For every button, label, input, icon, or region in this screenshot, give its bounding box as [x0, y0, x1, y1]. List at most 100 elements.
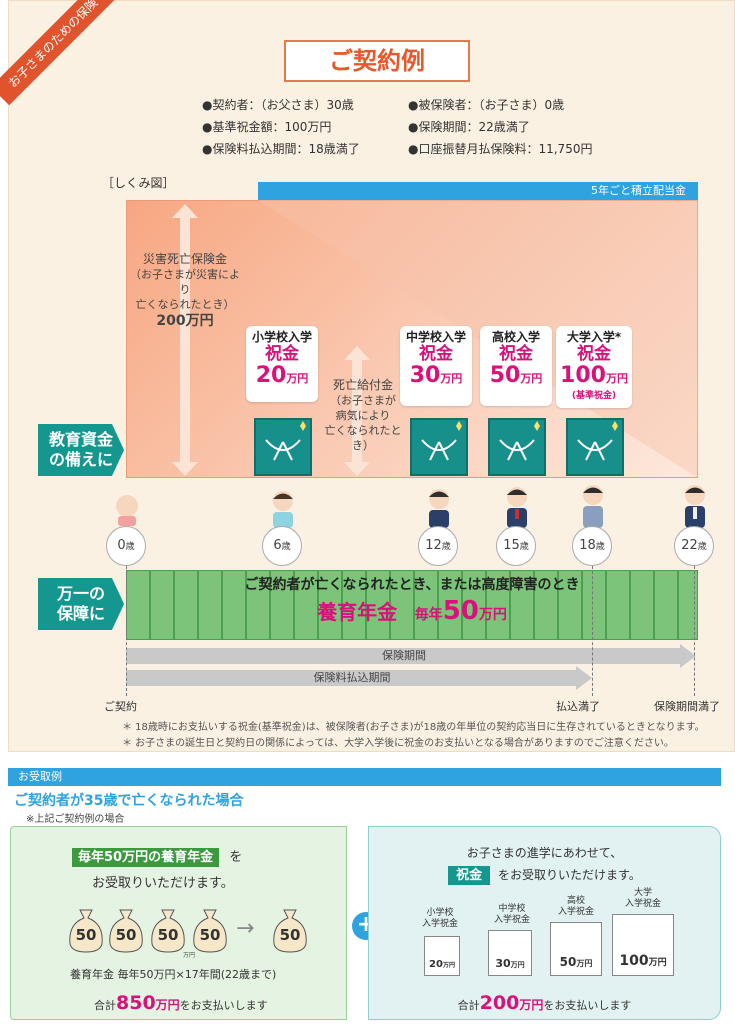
envelope-value: 100: [619, 953, 649, 969]
age-unit: 歳: [697, 542, 707, 552]
corner-ribbon-wrap: お子さまのための保険: [0, 0, 130, 130]
gift-box-icon: [410, 418, 468, 476]
side-label-line1: 万一の: [56, 584, 105, 603]
envelope-value: 50: [559, 955, 577, 969]
arrow-head-icon: [576, 666, 592, 690]
bag-unit: 万円: [182, 952, 195, 959]
gift-card-junior-high: 中学校入学 祝金 30万円: [400, 326, 472, 406]
envelope-icon: 50万円: [550, 922, 602, 976]
age-unit: 歳: [441, 542, 451, 552]
footnote-2: ＊ お子さまの誕生日と契約日の関係によっては、大学入学後に祝金のお支払いとなる場…: [122, 738, 674, 749]
age-value: 0: [117, 538, 126, 553]
envelope-caption-line1: 中学校: [498, 904, 526, 914]
age-marker: 0歳: [106, 526, 146, 566]
age-value: 15: [503, 538, 520, 553]
child-icon: [273, 491, 293, 528]
envelope-caption-line2: 入学祝金: [421, 919, 458, 929]
total-value: 850: [116, 992, 156, 1014]
pension-stripes: [126, 570, 698, 640]
total-unit: 万円: [519, 998, 544, 1012]
label-start: ご契約: [104, 700, 137, 713]
page-title: ご契約例: [284, 40, 470, 82]
gift-box-icon: [566, 418, 624, 476]
age-marker: 6歳: [262, 526, 302, 566]
envelope-unit: 万円: [648, 958, 667, 968]
gift-receive-text: をお受取りいただけます。: [498, 868, 641, 882]
bag-value: 50: [157, 926, 179, 944]
envelope-unit: 万円: [442, 962, 455, 969]
age-marker: 18歳: [572, 526, 612, 566]
total-suffix: をお支払いします: [543, 999, 632, 1012]
pension-value: 50: [442, 596, 479, 626]
pension-each: 毎年: [414, 607, 443, 623]
label-period-end: 保険期間満了: [654, 700, 720, 713]
death-benefit-note3: 亡くなられたとき）: [324, 424, 402, 452]
total-value: 200: [479, 992, 520, 1014]
gift-card-high-school: 高校入学 祝金 50万円: [480, 326, 552, 406]
gift-value: 30: [409, 363, 441, 388]
pension-intro: 毎年50万円の養育年金 を: [72, 846, 243, 867]
gift-card-elementary: 小学校入学 祝金 20万円: [246, 326, 318, 402]
condition-contractor: ●契約者：（お父さま）30歳: [202, 98, 354, 112]
age-unit: 歳: [519, 542, 529, 552]
envelope-caption: 高校 入学祝金: [548, 896, 604, 918]
bag-value: 50: [199, 926, 221, 944]
pension-particle: を: [229, 850, 243, 865]
age-value: 12: [425, 538, 442, 553]
example-subtitle: ※上記ご契約例の場合: [26, 814, 125, 825]
corner-ribbon: お子さまのための保険: [0, 0, 116, 106]
footnote-1: ＊ 18歳時にお支払いする祝金(基準祝金)は、被保険者(お子さま)が18歳の年単…: [122, 722, 705, 733]
gift-box-icon: [254, 418, 312, 476]
envelope-caption-line2: 入学祝金: [624, 899, 661, 909]
disaster-benefit: 災害死亡保険金 （お子さまが災害により 亡くなられたとき） 200万円: [130, 252, 240, 329]
bag-value: 50: [75, 926, 97, 944]
side-label-line1: 教育資金: [48, 430, 113, 449]
gift-amount: 50万円: [480, 364, 552, 391]
envelope-caption-line1: 高校: [566, 896, 585, 906]
money-bag-icon: 50: [106, 906, 146, 954]
total-suffix: をお支払いします: [179, 999, 268, 1012]
disaster-title: 災害死亡保険金: [142, 252, 227, 266]
money-bag-icon: 50: [190, 906, 230, 954]
envelope-value: 30: [495, 957, 511, 970]
gift-amount: 30万円: [400, 364, 472, 391]
bag-unit-row: 万円: [64, 950, 314, 959]
side-label-line2: 保障に: [56, 604, 105, 623]
envelope-caption: 中学校 入学祝金: [484, 904, 540, 926]
gift-amount: 100万円: [556, 364, 632, 391]
side-label-protection: 万一の 保障に: [38, 578, 124, 630]
envelope-caption-line1: 大学: [633, 888, 652, 898]
total-unit: 万円: [155, 998, 180, 1012]
envelope-unit: 万円: [576, 959, 593, 968]
death-benefit-arrow: [344, 346, 370, 476]
envelope-caption: 大学 入学祝金: [612, 888, 674, 910]
condition-base-amount: ●基準祝金額：100万円: [202, 120, 332, 134]
university-student-icon: [583, 485, 603, 528]
gift-card-university: 大学入学* 祝金 100万円 (基準祝金): [556, 326, 632, 408]
age-marker: 15歳: [496, 526, 536, 566]
payment-period-bar: 保険料払込期間: [126, 670, 578, 686]
right-arrow-icon: →: [236, 916, 255, 941]
pension-label: 養育年金: [317, 600, 398, 624]
gift-unit: 万円: [520, 372, 543, 385]
gift-intro: お子さまの進学にあわせて、: [466, 846, 623, 860]
gift-label: 祝金: [265, 344, 299, 364]
age-marker: 12歳: [418, 526, 458, 566]
junior-high-student-icon: [429, 489, 449, 528]
death-benefit-note1: （お子さまが: [330, 394, 396, 407]
envelope-caption-line2: 入学祝金: [557, 907, 594, 917]
age-unit: 歳: [595, 542, 605, 552]
gift-label: 祝金: [577, 344, 611, 364]
gift-badge: 祝金: [448, 866, 491, 885]
envelope-icon: 100万円: [612, 914, 674, 976]
gift-receive: 祝金 をお受取りいただけます。: [368, 864, 721, 885]
condition-insured: ●被保険者：（お子さま）0歳: [408, 98, 565, 112]
age-unit: 歳: [281, 542, 291, 552]
gift-unit: 万円: [605, 372, 628, 385]
disaster-amount: 200万円: [156, 313, 214, 329]
envelope-unit: 万円: [510, 961, 525, 969]
envelope-icon: 30万円: [488, 930, 532, 976]
side-label-education: 教育資金 の備えに: [38, 424, 124, 476]
gift-unit: 万円: [440, 372, 463, 385]
pension-condition: ご契約者が亡くなられたとき、または高度障害のとき: [244, 577, 580, 593]
